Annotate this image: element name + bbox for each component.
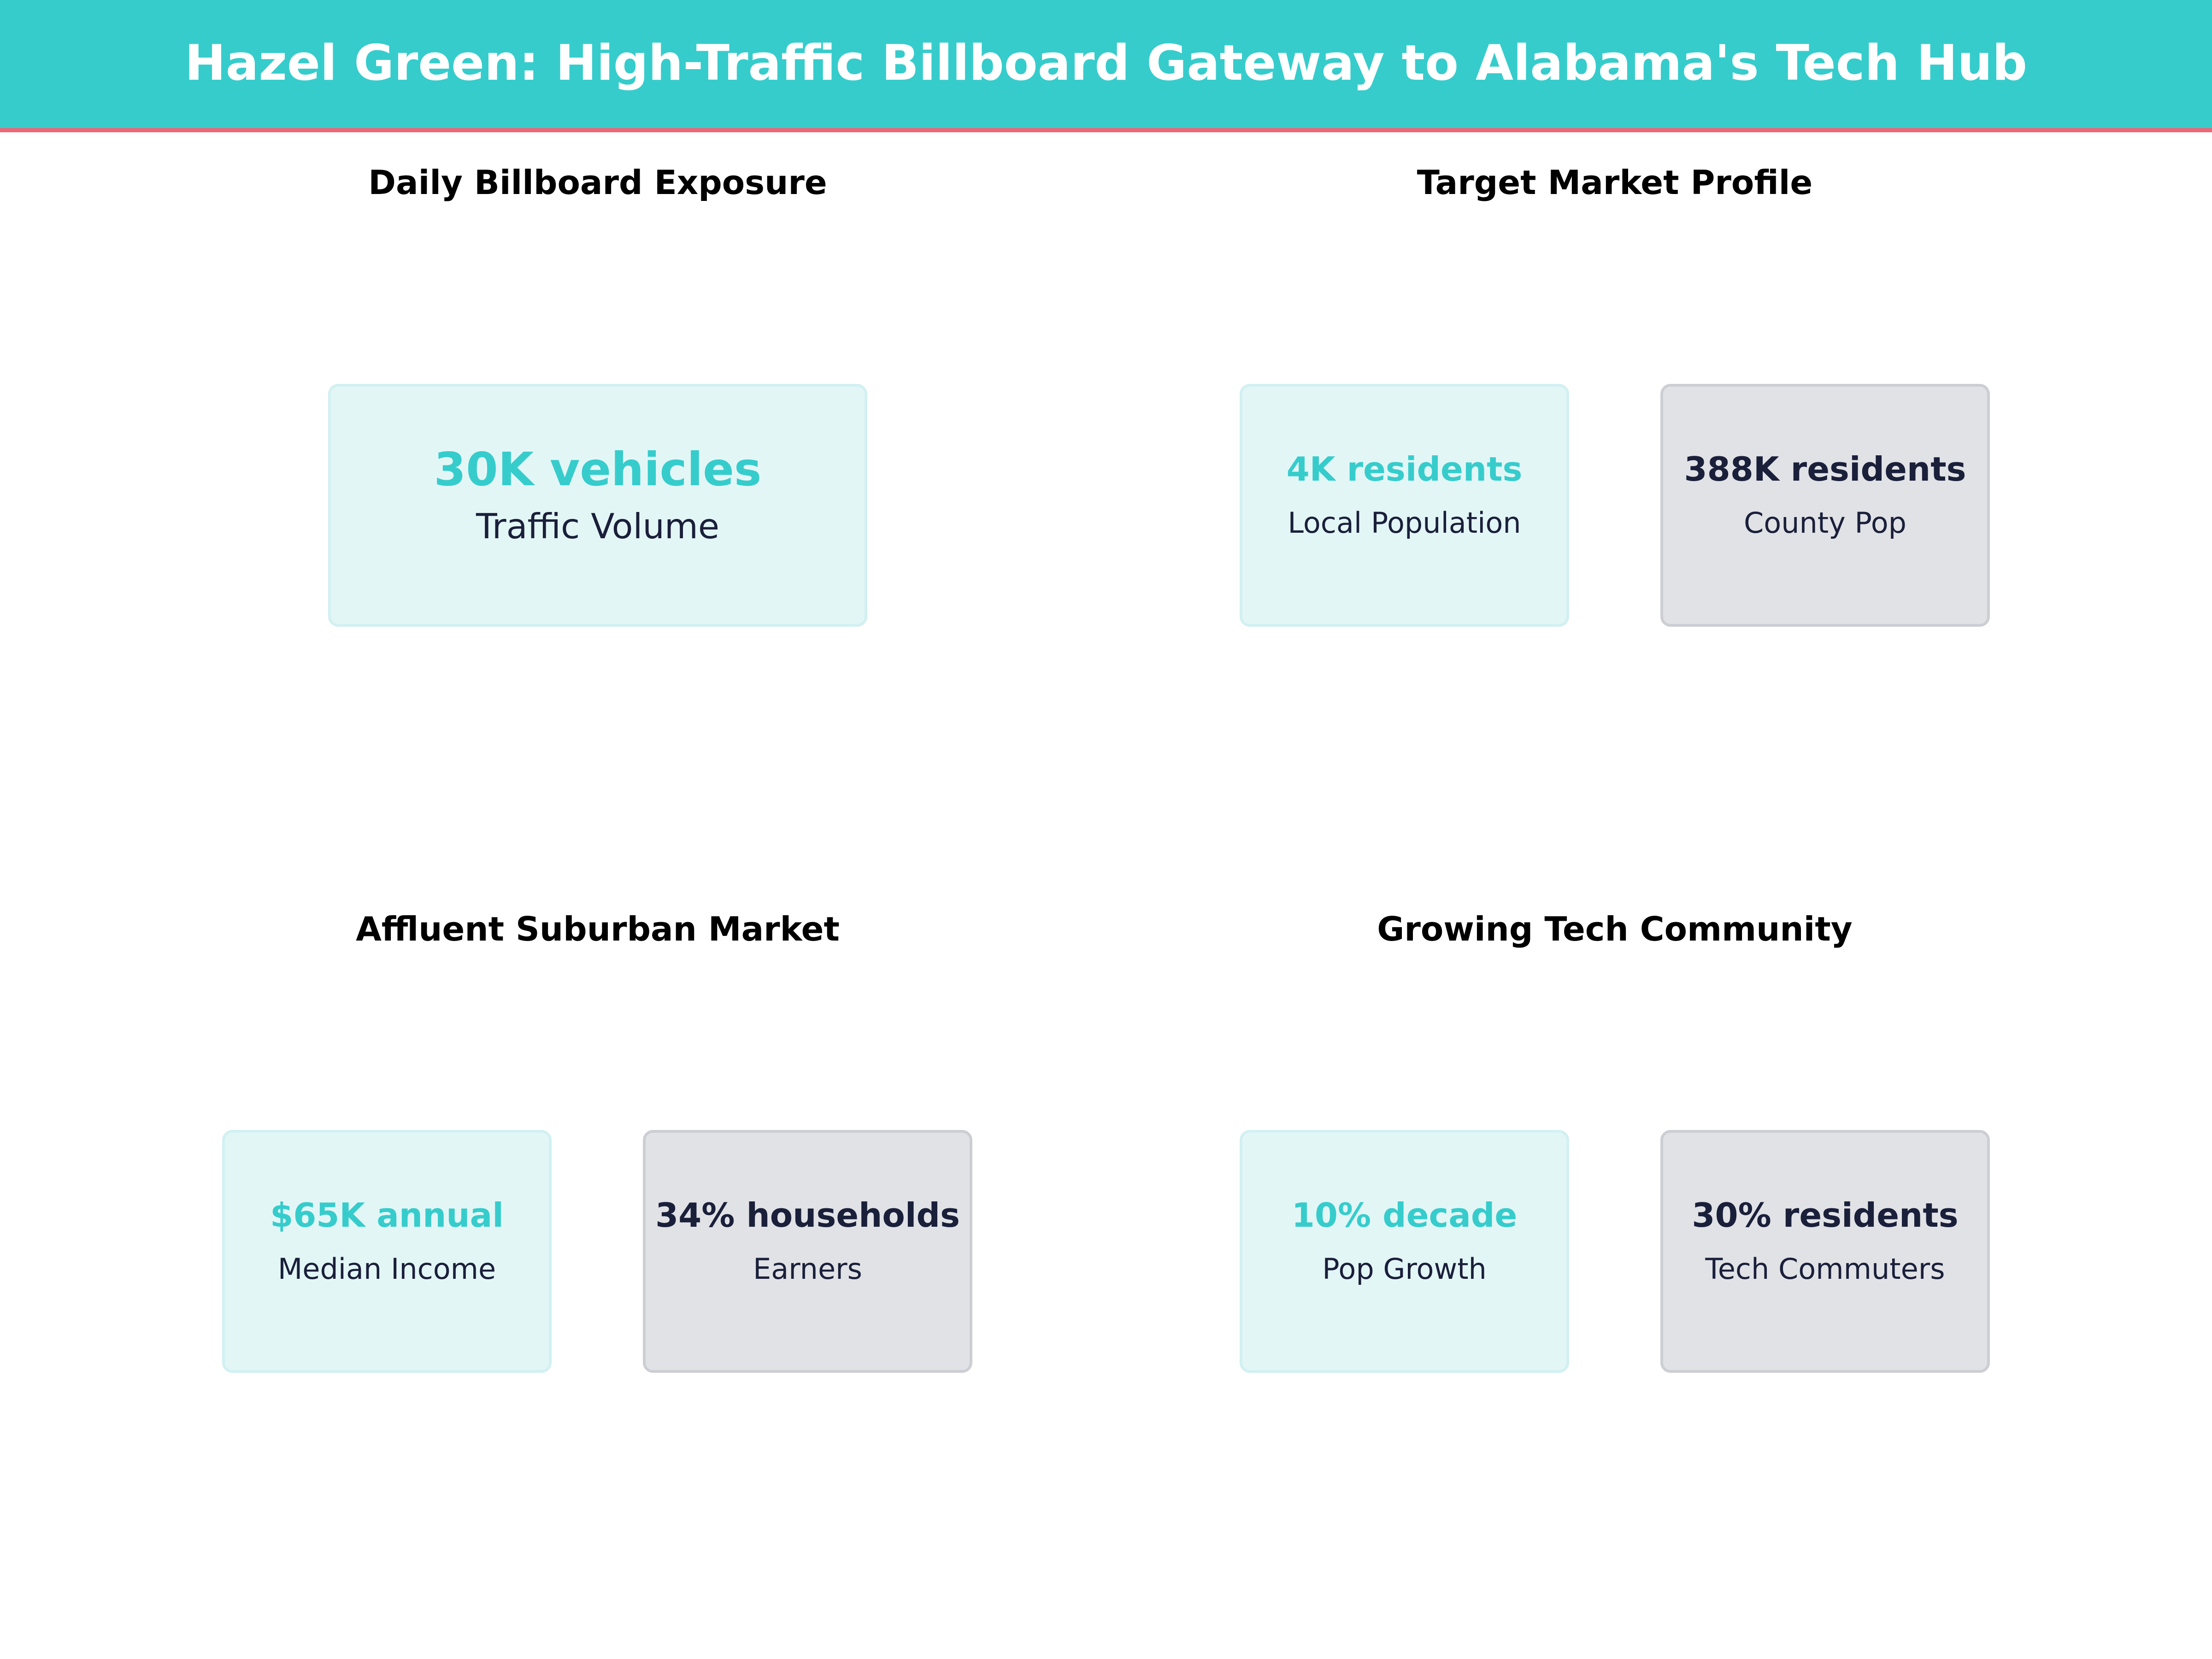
page-title: Hazel Green: High-Traffic Billboard Gate… [185,35,2027,91]
stat-value: $65K annual [270,1196,504,1235]
stat-card-tech-commuters: 30% residents Tech Commuters [1660,1130,1990,1373]
stat-card-local-population: 4K residents Local Population [1240,384,1569,627]
stat-card-pop-growth: 10% decade Pop Growth [1240,1130,1569,1373]
header-accent-stripe [0,128,2212,132]
stat-label: Local Population [1288,506,1521,540]
stat-value: 30K vehicles [434,442,762,496]
stat-card-county-pop: 388K residents County Pop [1660,384,1990,627]
stat-value: 34% households [655,1196,960,1235]
section-title-daily-billboard-exposure: Daily Billboard Exposure [368,163,827,202]
stat-card-traffic-volume: 30K vehicles Traffic Volume [328,384,867,627]
stat-value: 4K residents [1286,450,1523,488]
header-banner: Hazel Green: High-Traffic Billboard Gate… [0,0,2212,128]
section-title-affluent-suburban-market: Affluent Suburban Market [356,910,840,948]
stat-label: Traffic Volume [476,506,720,547]
stat-label: Median Income [277,1252,496,1286]
stat-value: 30% residents [1692,1196,1959,1235]
stat-label: Tech Commuters [1705,1252,1945,1286]
stat-card-median-income: $65K annual Median Income [222,1130,552,1373]
stat-value: 10% decade [1291,1196,1518,1235]
stat-value: 388K residents [1684,450,1966,488]
section-title-growing-tech-community: Growing Tech Community [1377,910,1853,948]
stat-card-earners: 34% households Earners [643,1130,972,1373]
stat-label: Pop Growth [1322,1252,1487,1286]
section-title-target-market-profile: Target Market Profile [1417,163,1813,202]
stat-label: County Pop [1744,506,1906,540]
stat-label: Earners [753,1252,862,1286]
